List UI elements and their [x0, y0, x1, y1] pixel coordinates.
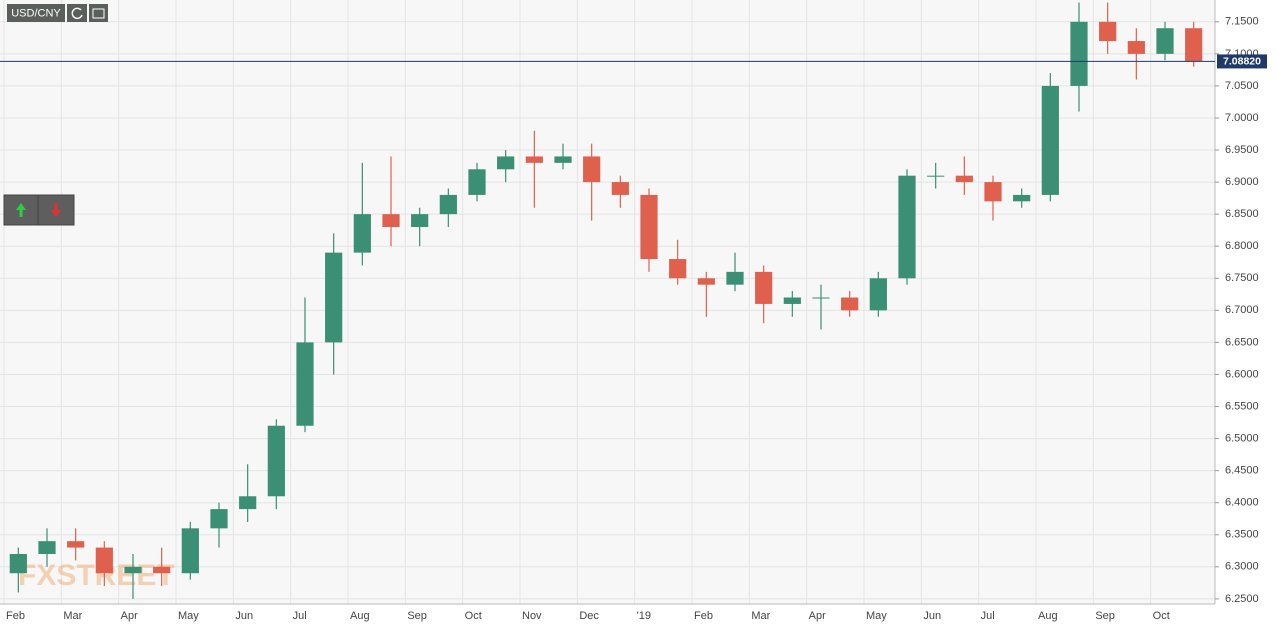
y-tick-label: 7.1500	[1225, 16, 1259, 28]
candle-body	[812, 297, 830, 299]
x-tick-label: Jul	[981, 610, 995, 622]
y-tick-label: 7.0500	[1225, 80, 1259, 92]
candle-body	[1156, 28, 1174, 54]
x-tick-label: Oct	[1153, 610, 1170, 622]
candle-body	[124, 566, 142, 574]
last-price-label: 7.08820	[1223, 56, 1261, 68]
candle-body	[1041, 85, 1059, 195]
x-tick-label: Jun	[923, 610, 941, 622]
y-tick-label: 6.7000	[1225, 304, 1259, 316]
x-tick-label: Nov	[522, 610, 542, 622]
candle-body	[611, 182, 629, 195]
candle-body	[640, 194, 658, 260]
x-tick-label: '19	[637, 610, 651, 622]
refresh-icon	[71, 7, 83, 20]
y-tick-label: 6.8500	[1225, 208, 1259, 220]
y-tick-label: 6.6000	[1225, 368, 1259, 380]
y-tick-label: 7.0000	[1225, 112, 1259, 124]
plot-area	[0, 0, 1215, 604]
candle-body	[411, 214, 429, 227]
x-tick-label: Apr	[809, 610, 826, 622]
y-tick-label: 6.2500	[1225, 593, 1259, 605]
x-tick-label: Mar	[751, 610, 770, 622]
candle-body	[153, 566, 171, 574]
y-tick-label: 6.8000	[1225, 240, 1259, 252]
candle-body	[898, 175, 916, 279]
candle-body	[9, 553, 27, 574]
toolbar: USD/CNY	[7, 4, 108, 22]
candle-body	[841, 297, 859, 311]
candle-body	[955, 175, 973, 183]
candle-body	[1013, 194, 1031, 202]
candle-body	[468, 169, 486, 195]
y-tick-label: 6.9000	[1225, 176, 1259, 188]
up-arrow	[16, 203, 26, 217]
y-tick-label: 6.9500	[1225, 144, 1259, 156]
x-tick-label: Jun	[235, 610, 253, 622]
x-tick-label: Sep	[1095, 610, 1115, 622]
candle-body	[1099, 21, 1117, 42]
x-tick-label: May	[178, 610, 199, 622]
candle-body	[525, 156, 543, 163]
x-tick-label: Sep	[407, 610, 427, 622]
y-tick-label: 6.7500	[1225, 272, 1259, 284]
trade-buttons	[3, 194, 75, 226]
candle-body	[984, 182, 1002, 202]
candle-body	[669, 259, 687, 279]
candle-body	[210, 509, 228, 529]
candle-body	[38, 541, 56, 554]
candle-body	[554, 156, 572, 163]
y-tick-label: 6.4000	[1225, 497, 1259, 509]
candle-body	[353, 214, 371, 253]
candle-body	[1070, 21, 1088, 86]
candle-body	[697, 278, 715, 285]
candle-body	[239, 496, 257, 510]
candle-body	[439, 194, 457, 215]
candle-body	[497, 156, 515, 170]
x-tick-label: Aug	[350, 610, 370, 622]
grid	[0, 0, 1215, 604]
x-tick-label: Feb	[6, 610, 25, 622]
candle-body	[382, 214, 400, 227]
candle-body	[95, 547, 113, 574]
y-tick-label: 6.5000	[1225, 432, 1259, 444]
x-tick-label: Aug	[1038, 610, 1058, 622]
y-tick-label: 6.4500	[1225, 465, 1259, 477]
x-tick-label: Oct	[465, 610, 482, 622]
candle-body	[869, 278, 887, 311]
y-tick-label: 6.6500	[1225, 336, 1259, 348]
y-tick-label: 6.3500	[1225, 529, 1259, 541]
x-tick-label: Mar	[63, 610, 82, 622]
x-tick-label: Feb	[694, 610, 713, 622]
x-tick-label: Jul	[293, 610, 307, 622]
candles	[9, 2, 1203, 599]
candle-body	[1127, 41, 1145, 54]
calendar-button[interactable]	[89, 4, 108, 22]
candle-body	[726, 271, 744, 285]
x-tick-label: Dec	[579, 610, 599, 622]
candle-body	[1185, 28, 1203, 62]
x-tick-label: May	[866, 610, 887, 622]
candle-body	[67, 541, 85, 548]
last-price-tag	[1217, 54, 1267, 69]
candle-body	[583, 156, 601, 183]
candle-body	[783, 297, 801, 304]
y-tick-label: 6.5500	[1225, 400, 1259, 412]
y-tick-label: 6.3000	[1225, 561, 1259, 573]
candle-body	[181, 528, 199, 574]
x-tick-label: Apr	[121, 610, 138, 622]
down-arrow	[51, 203, 61, 217]
candle-body	[267, 425, 285, 497]
candle-body	[755, 271, 773, 304]
refresh-button[interactable]	[67, 4, 87, 22]
candle-body	[296, 342, 314, 426]
symbol-label: USD/CNY	[11, 7, 61, 19]
symbol-box[interactable]	[7, 4, 65, 22]
calendar-icon	[92, 8, 105, 19]
candle-body	[927, 175, 945, 177]
candle-body	[325, 252, 343, 343]
